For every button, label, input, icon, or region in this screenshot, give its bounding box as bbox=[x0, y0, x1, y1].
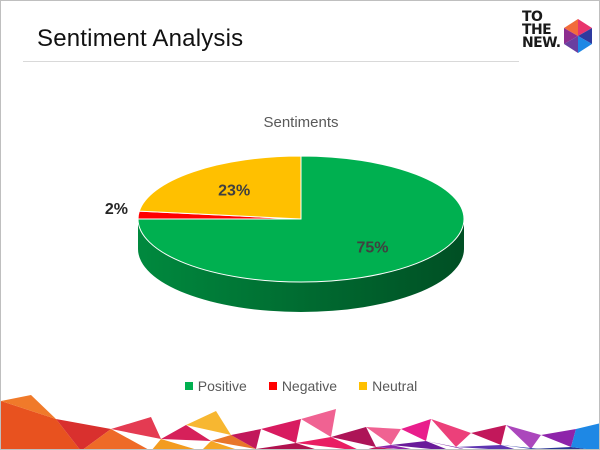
legend-label: Positive bbox=[197, 378, 247, 394]
pie-side-positive bbox=[138, 219, 464, 312]
data-label-negative: 2% bbox=[105, 201, 128, 218]
footer-shard bbox=[83, 429, 148, 449]
footer-shard bbox=[261, 419, 301, 443]
logo-gem-icon bbox=[564, 19, 592, 53]
legend-item-negative: Negative bbox=[268, 378, 338, 394]
footer-shard bbox=[1, 401, 80, 449]
footer-shard bbox=[541, 429, 576, 447]
footer-shard bbox=[506, 425, 541, 449]
legend-swatch bbox=[359, 382, 368, 390]
pie-slice-positive bbox=[137, 155, 465, 283]
footer-shard bbox=[401, 419, 431, 441]
footer-shard bbox=[431, 419, 471, 447]
decorative-footer-art bbox=[1, 395, 599, 449]
footer-shard bbox=[331, 427, 376, 447]
footer-shard bbox=[231, 429, 261, 449]
legend-label: Negative bbox=[281, 378, 338, 394]
footer-shard bbox=[301, 409, 336, 437]
footer-shard bbox=[376, 445, 411, 449]
footer-shard bbox=[203, 441, 235, 449]
logo-line-1: TO bbox=[522, 9, 543, 25]
legend-item-positive: Positive bbox=[184, 378, 247, 394]
legend-swatch bbox=[184, 382, 193, 390]
logo-line-3: NEW. bbox=[522, 35, 561, 51]
footer-shard bbox=[471, 425, 506, 445]
chart-legend: Positive Negative Neutral bbox=[1, 378, 599, 394]
brand-logo: TO THE NEW. bbox=[522, 9, 594, 63]
footer-shard bbox=[531, 447, 586, 449]
chart-title: Sentiments bbox=[263, 114, 339, 131]
pie-slice-neutral bbox=[138, 155, 302, 220]
footer-shard bbox=[456, 445, 515, 449]
footer-shard bbox=[56, 419, 111, 449]
footer-shard bbox=[186, 411, 231, 435]
footer-shard bbox=[426, 441, 464, 449]
footer-shard bbox=[501, 445, 541, 449]
footer-shard bbox=[368, 447, 394, 449]
footer-shard bbox=[366, 427, 401, 445]
logo-line-2: THE bbox=[522, 22, 552, 38]
slide-title: Sentiment Analysis bbox=[37, 25, 244, 52]
logo-wordmark: TO THE NEW. bbox=[522, 9, 562, 51]
footer-shard bbox=[571, 423, 599, 449]
legend-item-neutral: Neutral bbox=[359, 378, 417, 394]
footer-shard bbox=[161, 425, 211, 441]
pie-chart: 75% 2% 23% bbox=[105, 155, 465, 312]
footer-shard bbox=[256, 443, 315, 449]
footer-shard bbox=[296, 437, 357, 449]
footer-shard bbox=[111, 417, 161, 439]
data-label-positive: 75% bbox=[356, 240, 388, 257]
footer-shard bbox=[1, 395, 56, 419]
title-divider bbox=[23, 61, 519, 62]
legend-swatch bbox=[268, 382, 277, 390]
legend-label: Neutral bbox=[372, 378, 418, 394]
footer-shard bbox=[152, 439, 195, 449]
footer-shard bbox=[211, 435, 256, 449]
footer-shard bbox=[391, 441, 446, 449]
data-label-neutral: 23% bbox=[218, 183, 250, 200]
